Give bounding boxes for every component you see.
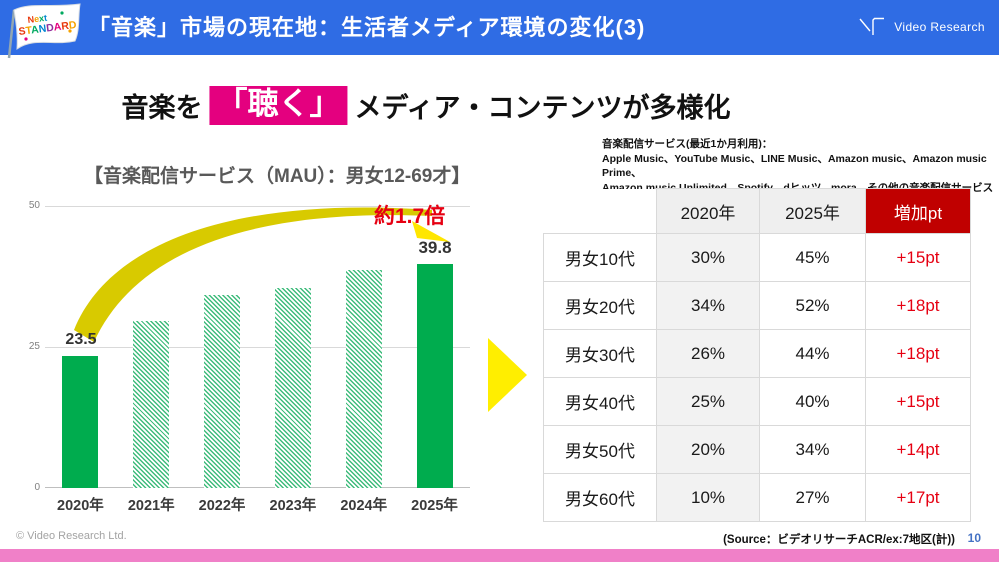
- table-row: 男女40代 25% 40% +15pt: [543, 377, 971, 426]
- bar-2021年: [133, 320, 170, 488]
- bar-2024年: [345, 269, 382, 488]
- cell-男女30代-v2025: 44%: [759, 329, 866, 378]
- copyright: © Video Research Ltd.: [16, 530, 127, 542]
- x-label-2025年: 2025年: [411, 498, 458, 514]
- x-axis-labels: 2020年 2021年 2022年 2023年 2024年 2025年: [45, 494, 470, 515]
- headline-suffix: メディア・コンテンツが多様化: [354, 93, 731, 124]
- bar-2023年: [274, 287, 311, 488]
- bar-2022年: [204, 295, 241, 488]
- table-header-2020: 2020年: [656, 188, 760, 234]
- cell-男女10代-v2020: 30%: [656, 233, 760, 282]
- cell-男女10代-label: 男女10代: [543, 233, 657, 282]
- cell-男女20代-diff: +18pt: [865, 281, 971, 330]
- bottom-accent-bar: [0, 549, 999, 562]
- service-note-line1: 音楽配信サービス(最近1か月利用)：: [602, 138, 773, 150]
- bar-value-2020: 23.5: [65, 331, 97, 348]
- table-header-row: 2020年 2025年 増加pt: [543, 188, 971, 234]
- gridline-25: [45, 347, 470, 348]
- service-note-line2: Apple Music、YouTube Music、LINE Music、Ama…: [602, 152, 987, 180]
- cell-男女30代-diff: +18pt: [865, 329, 971, 378]
- cell-男女30代-label: 男女30代: [543, 329, 657, 378]
- bar-value-2025: 39.8: [418, 238, 452, 257]
- table-row: 男女50代 20% 34% +14pt: [543, 425, 971, 474]
- bar-chart-plot: [45, 206, 470, 488]
- cell-男女60代-v2025: 27%: [759, 473, 866, 522]
- cell-男女60代-diff: +17pt: [865, 473, 971, 522]
- cell-男女50代-label: 男女50代: [543, 425, 657, 474]
- table-row: 男女30代 26% 44% +18pt: [543, 329, 971, 378]
- video-research-logo: Video Research: [857, 15, 985, 39]
- table-row: 男女10代 30% 45% +15pt: [543, 233, 971, 282]
- y-tick-50: 50: [28, 200, 40, 211]
- table-header-2025: 2025年: [759, 188, 866, 234]
- next-standard-flag-icon: Next STANDARD: [7, 3, 81, 59]
- cell-男女50代-diff: +14pt: [865, 425, 971, 474]
- service-note: 音楽配信サービス(最近1か月利用)： Apple Music、YouTube M…: [602, 137, 998, 196]
- big-right-arrow-icon: [488, 338, 527, 412]
- cell-男女40代-label: 男女40代: [543, 377, 657, 426]
- x-label-2022年: 2022年: [198, 498, 246, 514]
- headline-prefix: 音楽を: [121, 93, 203, 124]
- table-row: 男女20代 34% 52% +18pt: [543, 281, 971, 330]
- header-bar: 「音楽」市場の現在地：生活者メディア環境の変化(3) Video Researc…: [0, 0, 999, 55]
- page-number: 10: [967, 531, 981, 545]
- table-header-blank: [543, 188, 657, 234]
- x-label-2024年: 2024年: [340, 498, 388, 514]
- cell-男女20代-v2020: 34%: [656, 281, 760, 330]
- gridline-50: [45, 206, 470, 207]
- cell-男女10代-v2025: 45%: [759, 233, 866, 282]
- bar-2025年: [416, 263, 453, 488]
- cell-男女20代-v2025: 52%: [759, 281, 866, 330]
- table-header-diff: 増加pt: [865, 188, 971, 234]
- slide-title: 「音楽」市場の現在地：生活者メディア環境の変化(3): [88, 15, 646, 40]
- svg-text:STANDARD: STANDARD: [18, 19, 78, 38]
- x-axis-line: [45, 487, 470, 488]
- cell-男女40代-v2020: 25%: [656, 377, 760, 426]
- cell-男女30代-v2020: 26%: [656, 329, 760, 378]
- cell-男女50代-v2020: 20%: [656, 425, 760, 474]
- cell-男女40代-diff: +15pt: [865, 377, 971, 426]
- video-research-logo-text: Video Research: [894, 20, 985, 34]
- cell-男女40代-v2025: 40%: [759, 377, 866, 426]
- growth-annotation: 約1.7倍: [374, 205, 446, 228]
- cell-男女60代-v2020: 10%: [656, 473, 760, 522]
- table-row: 男女60代 10% 27% +17pt: [543, 473, 971, 522]
- y-tick-0: 0: [34, 482, 40, 493]
- svg-text:Next: Next: [27, 13, 48, 25]
- headline-highlight: 「聴く」: [209, 86, 348, 126]
- cell-男女50代-v2025: 34%: [759, 425, 866, 474]
- age-group-table: 2020年 2025年 増加pt 男女10代 30% 45% +15pt 男女20代 34…: [543, 188, 971, 522]
- source-note: (Source：ビデオリサーチACR/ex:7地区(計)): [723, 534, 955, 546]
- cell-男女10代-diff: +15pt: [865, 233, 971, 282]
- x-label-2023年: 2023年: [269, 498, 317, 514]
- x-label-2021年: 2021年: [127, 498, 175, 514]
- bars-container: [45, 206, 470, 488]
- headline: 音楽を 「聴く」 メディア・コンテンツが多様化: [121, 86, 731, 126]
- x-label-2020年: 2020年: [57, 498, 104, 514]
- y-tick-25: 25: [28, 341, 40, 352]
- video-research-logo-icon: [859, 17, 885, 35]
- cell-男女20代-label: 男女20代: [543, 281, 657, 330]
- bar-2020年: [62, 355, 99, 488]
- chart-title: 【音楽配信サービス（MAU）：男女12-69才】: [84, 166, 471, 187]
- cell-男女60代-label: 男女60代: [543, 473, 657, 522]
